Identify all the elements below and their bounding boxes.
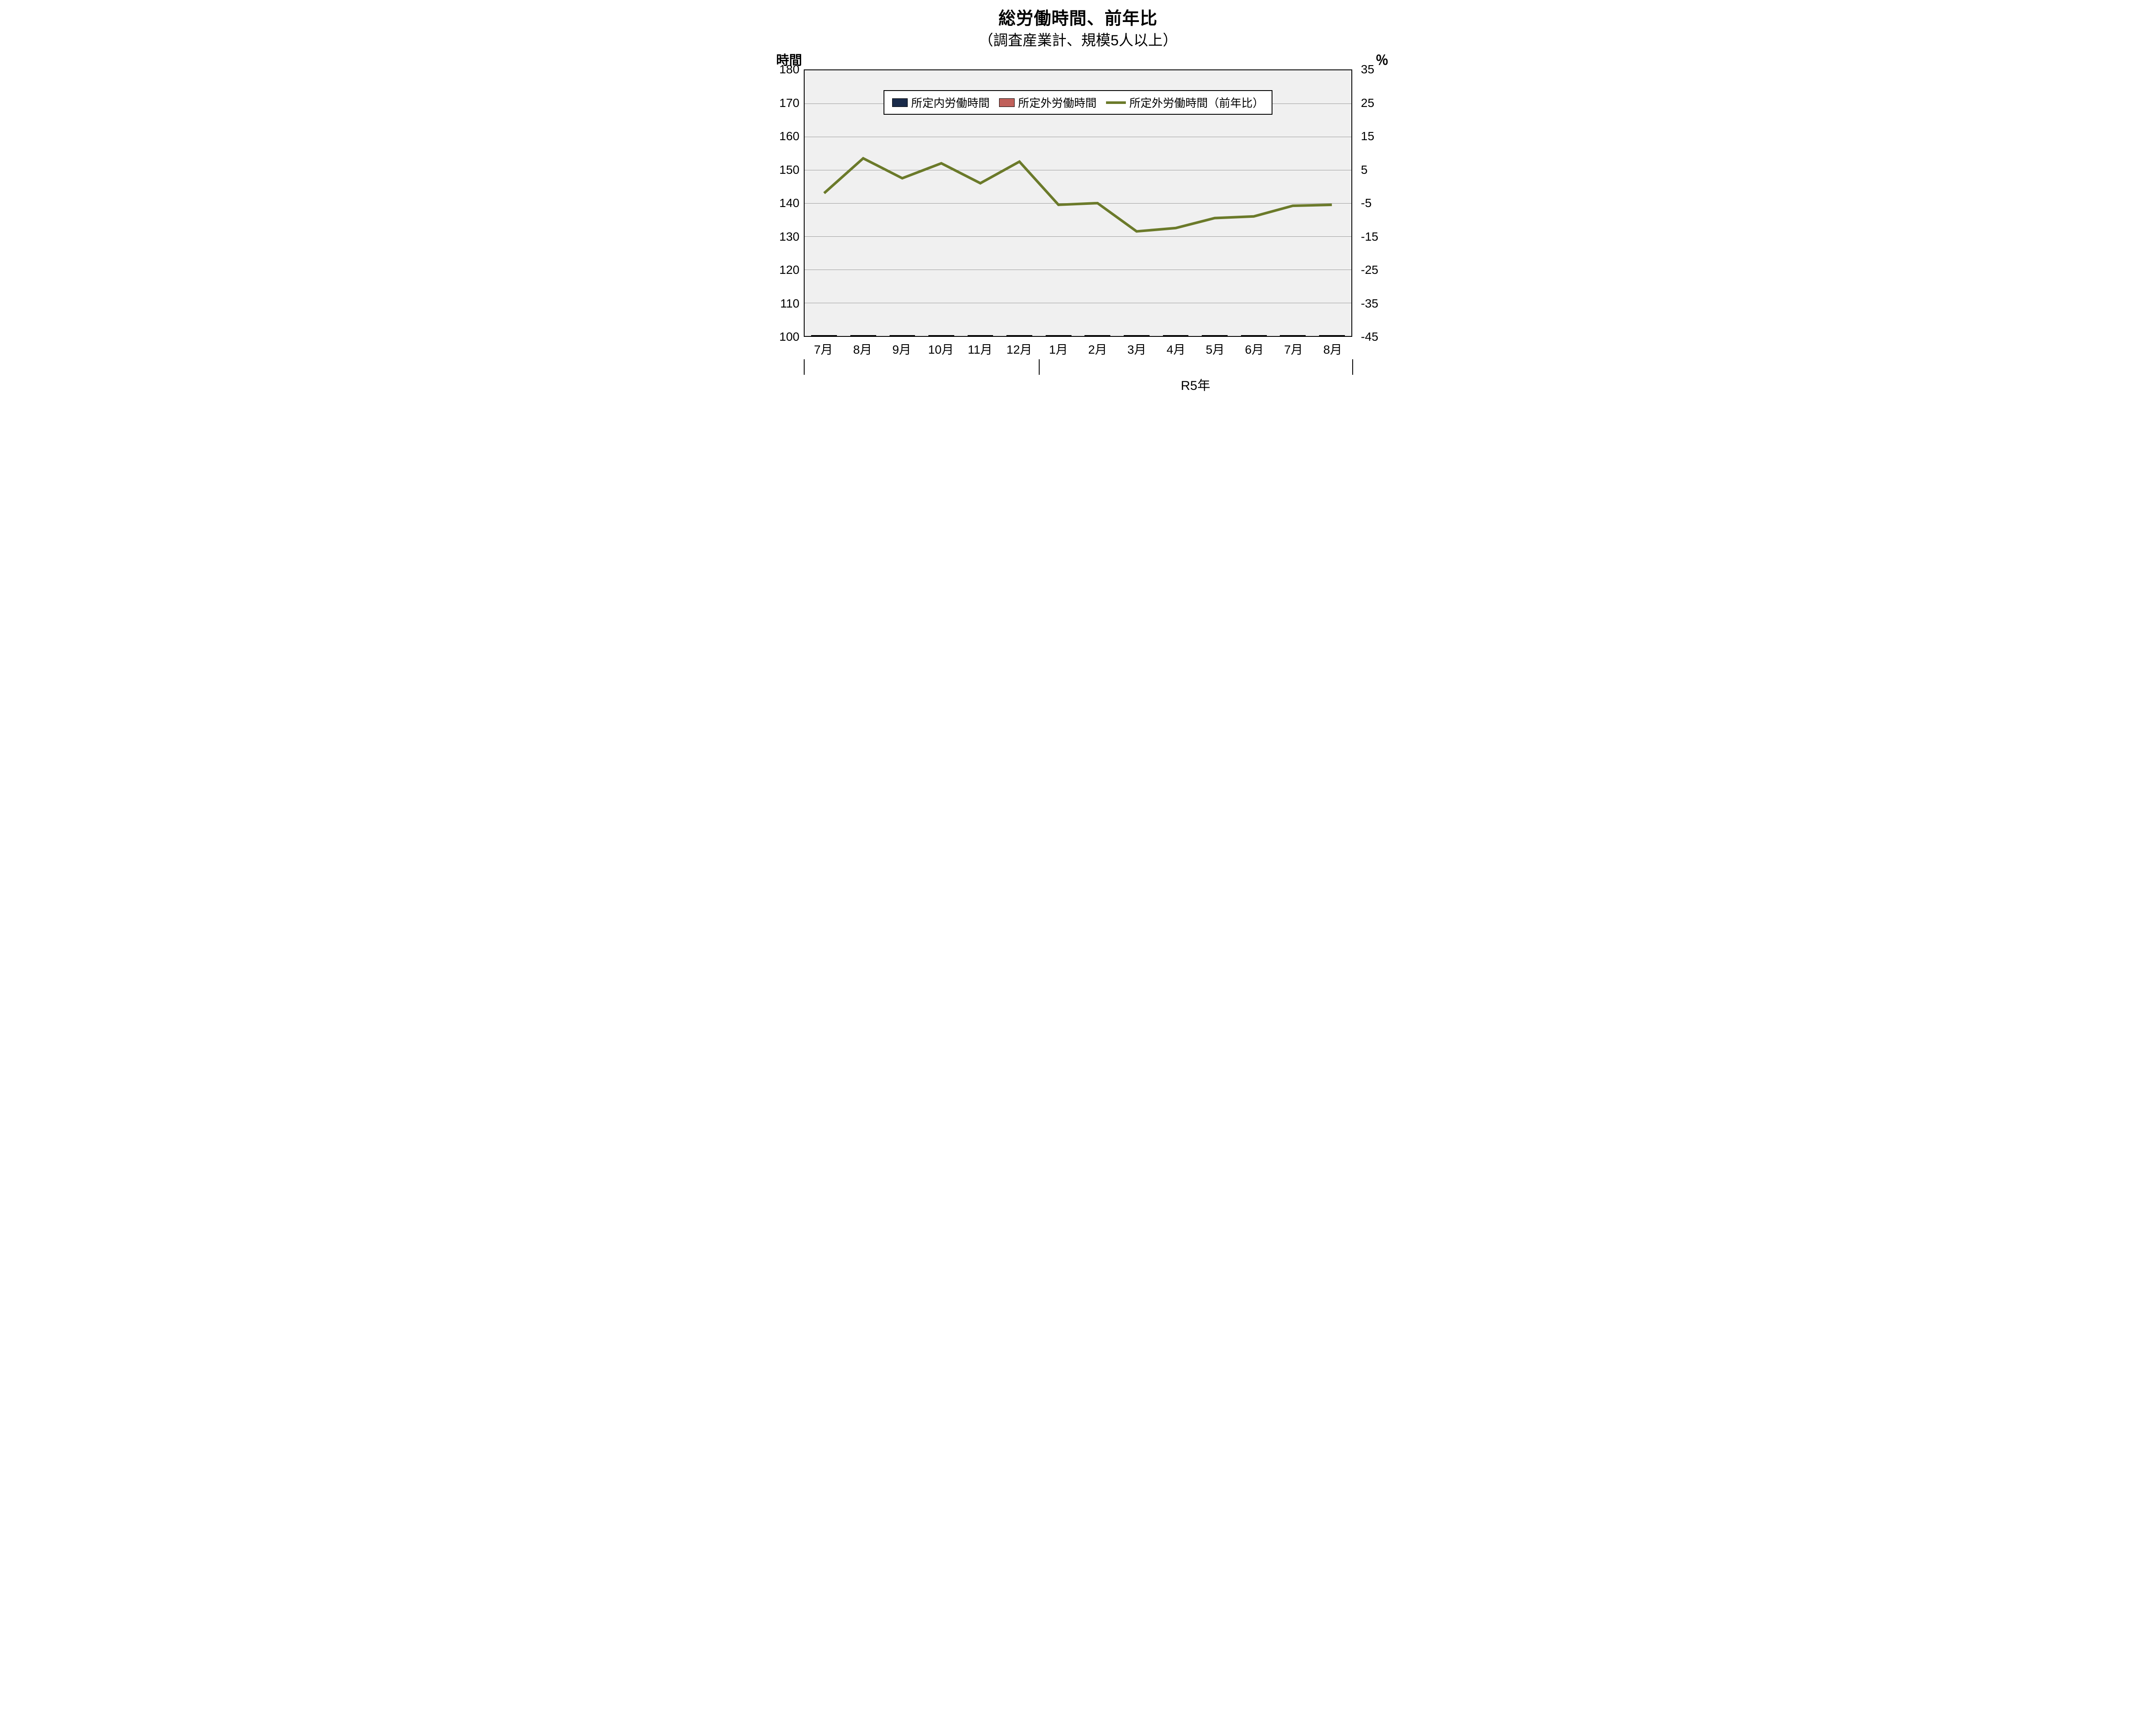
y-right-tick: 5 bbox=[1357, 163, 1397, 177]
y-right-tick: 25 bbox=[1357, 96, 1397, 110]
y-axis-right: -45-35-25-15-55152535 bbox=[1357, 69, 1393, 337]
x-tick-label: 11月 bbox=[960, 337, 1000, 358]
x-tick-label: 8月 bbox=[1313, 337, 1352, 358]
legend-label-bar2: 所定外労働時間 bbox=[1018, 94, 1097, 110]
legend-label-line: 所定外労働時間（前年比） bbox=[1129, 94, 1264, 110]
x-tick-label: 4月 bbox=[1156, 337, 1196, 358]
chart-container: 総労働時間、前年比 （調査産業計、規模5人以上） 時間 ％ 100 110 120 1… bbox=[763, 0, 1393, 402]
y-left-tick: 110 bbox=[763, 297, 799, 311]
x-tick-label: 1月 bbox=[1039, 337, 1078, 358]
chart-subtitle: （調査産業計、規模5人以上） bbox=[763, 28, 1393, 50]
y-right-tick: -15 bbox=[1357, 230, 1397, 244]
x-tick-label: 6月 bbox=[1235, 337, 1274, 358]
y-left-tick: 170 bbox=[763, 96, 799, 110]
x-axis: 7月8月9月10月11月12月1月2月3月4月5月6月7月8月 R5年 bbox=[804, 337, 1352, 394]
y-right-tick: 35 bbox=[1357, 63, 1397, 76]
y-right-tick: -35 bbox=[1357, 297, 1397, 311]
x-tick-label: 2月 bbox=[1078, 337, 1117, 358]
x-tick-label: 7月 bbox=[804, 337, 843, 358]
y-right-tick: -25 bbox=[1357, 263, 1397, 277]
axis-label-row: 時間 ％ bbox=[763, 50, 1393, 69]
y-left-tick: 140 bbox=[763, 196, 799, 210]
legend: 所定内労働時間 所定外労働時間 所定外労働時間（前年比） bbox=[884, 90, 1272, 115]
x-tick-labels: 7月8月9月10月11月12月1月2月3月4月5月6月7月8月 bbox=[804, 337, 1352, 358]
x-tick-label: 5月 bbox=[1196, 337, 1235, 358]
y-right-tick: 15 bbox=[1357, 129, 1397, 143]
y-left-tick: 160 bbox=[763, 129, 799, 143]
y-left-tick: 130 bbox=[763, 230, 799, 244]
y-left-tick: 150 bbox=[763, 163, 799, 177]
x-group-label: R5年 bbox=[804, 359, 1352, 394]
y-left-tick: 120 bbox=[763, 263, 799, 277]
legend-label-bar1: 所定内労働時間 bbox=[911, 94, 990, 110]
legend-item-bar1: 所定内労働時間 bbox=[892, 94, 990, 110]
legend-swatch-bar1 bbox=[892, 98, 908, 107]
legend-item-bar2: 所定外労働時間 bbox=[999, 94, 1097, 110]
x-tick-label: 9月 bbox=[882, 337, 921, 358]
legend-swatch-bar2 bbox=[999, 98, 1015, 107]
x-group-text: R5年 bbox=[1181, 375, 1210, 394]
x-tick-label: 3月 bbox=[1117, 337, 1156, 358]
y-left-tick: 100 bbox=[763, 330, 799, 344]
chart-title: 総労働時間、前年比 bbox=[763, 4, 1393, 29]
legend-item-line: 所定外労働時間（前年比） bbox=[1106, 94, 1264, 110]
x-tick-label: 8月 bbox=[843, 337, 882, 358]
x-tick-label: 7月 bbox=[1274, 337, 1313, 358]
plot-area: 所定内労働時間 所定外労働時間 所定外労働時間（前年比） bbox=[804, 69, 1352, 337]
y-left-tick: 180 bbox=[763, 63, 799, 76]
x-tick-label: 10月 bbox=[921, 337, 961, 358]
y-right-tick: -5 bbox=[1357, 196, 1397, 210]
plot-area-outer: 100110120130140150160170180 所定内労働時間 所定外労… bbox=[763, 69, 1393, 337]
chart-titles: 総労働時間、前年比 （調査産業計、規模5人以上） bbox=[763, 4, 1393, 50]
x-tick-label: 12月 bbox=[1000, 337, 1039, 358]
y-right-tick: -45 bbox=[1357, 330, 1397, 344]
y-axis-left: 100110120130140150160170180 bbox=[763, 69, 799, 337]
legend-line-icon bbox=[1106, 101, 1126, 104]
